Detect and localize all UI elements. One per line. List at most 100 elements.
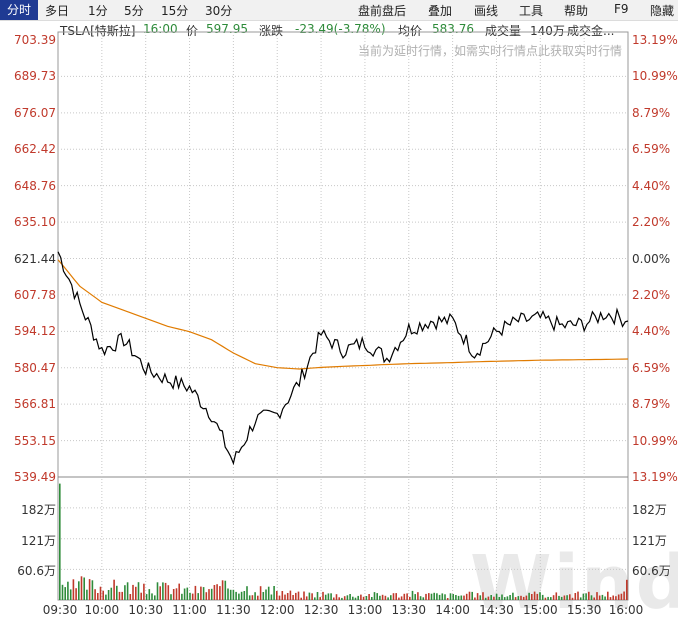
volume-bar: [227, 588, 229, 600]
volume-bar: [395, 593, 397, 600]
volume-bar: [145, 594, 148, 600]
volume-bar: [550, 597, 552, 600]
volume-bar: [238, 593, 240, 600]
tab-intraday[interactable]: 分时: [0, 0, 38, 20]
volume-bar: [300, 597, 302, 600]
overlay-button[interactable]: 叠加: [428, 4, 453, 18]
volume-bar: [333, 597, 335, 600]
quote-symbol: TSLA[特斯拉]: [60, 24, 136, 38]
volume-bar: [191, 593, 194, 600]
volume-bar: [381, 594, 384, 600]
volume-bar: [479, 595, 482, 600]
volume-bar: [487, 596, 490, 600]
volume-bar: [588, 591, 590, 600]
volume-bar: [409, 596, 411, 600]
volume-bar: [558, 595, 560, 600]
volume-bar: [609, 597, 612, 600]
volume-bar: [520, 595, 522, 600]
volume-bar: [210, 588, 213, 600]
time-tick-label: 10:00: [84, 603, 120, 617]
volume-tick-label: 60.6万: [17, 564, 56, 579]
volume-bar: [338, 597, 340, 600]
delay-notice[interactable]: 当前为延时行情，如需实时行情点此获取实时行情: [357, 44, 622, 58]
price-tick-label: 676.07: [14, 105, 56, 120]
volume-bar: [563, 595, 566, 600]
volume-bar: [428, 593, 430, 600]
volume-bar: [246, 586, 248, 600]
volume-bar: [295, 592, 297, 600]
volume-bar: [444, 594, 446, 600]
volume-bar: [463, 595, 465, 600]
price-tick-label: 539.49: [14, 470, 56, 484]
volume-bar: [387, 597, 389, 600]
volume-bar: [590, 595, 593, 600]
volume-bar: [455, 595, 457, 600]
volume-bar: [371, 597, 373, 600]
f9-button[interactable]: F9: [614, 2, 629, 16]
tab-15min[interactable]: 15分: [161, 4, 189, 18]
volume-bar: [292, 595, 294, 600]
hide-button[interactable]: 隐藏: [650, 4, 675, 18]
volume-bar: [552, 595, 555, 600]
volume-bar: [105, 594, 107, 600]
time-tick-label: 14:30: [479, 603, 514, 617]
tab-30min[interactable]: 30分: [205, 4, 233, 18]
volume-bar: [78, 581, 80, 600]
volume-bar: [202, 587, 205, 600]
volume-bar: [373, 592, 376, 600]
volume-bar: [172, 589, 175, 600]
volume-bar: [582, 593, 585, 600]
time-tick-label: 12:30: [303, 603, 339, 617]
volume-bar: [200, 586, 202, 600]
tools-button[interactable]: 工具: [519, 4, 544, 18]
volume-bar: [555, 592, 558, 600]
volume-bar: [571, 597, 574, 600]
volume-bar: [547, 596, 549, 600]
volume-bar: [61, 584, 64, 600]
volume-bar: [539, 592, 541, 600]
volume-bar: [224, 580, 227, 600]
tab-5min[interactable]: 5分: [124, 4, 144, 18]
volume-bar: [384, 595, 387, 600]
volume-bar: [189, 592, 191, 600]
volume-bar: [94, 589, 96, 600]
time-tick-label: 14:00: [435, 603, 470, 617]
volume-bar: [178, 583, 180, 600]
volume-bar: [430, 593, 433, 600]
volume-bar: [135, 586, 137, 600]
volume-bar: [615, 596, 617, 600]
volume-bar: [417, 592, 419, 600]
help-button[interactable]: 帮助: [564, 4, 589, 18]
volume-bar: [132, 584, 134, 600]
percent-tick-label: 6.59%: [632, 142, 671, 157]
volume-bar: [623, 591, 625, 600]
volume-bar: [398, 597, 400, 600]
volume-bar: [148, 589, 151, 600]
draw-line-button[interactable]: 画线: [474, 4, 499, 18]
premarket-afterhours-button[interactable]: 盘前盘后: [358, 4, 407, 18]
volume-bar: [517, 596, 520, 600]
volume-bar: [525, 595, 528, 600]
volume-bar: [118, 591, 121, 600]
volume-bar: [352, 596, 354, 600]
volume-tick-label: 182万: [632, 502, 667, 517]
volume-bar: [607, 591, 609, 600]
volume-bar: [72, 579, 75, 600]
volume-bar: [322, 591, 324, 600]
volume-bar: [522, 596, 525, 600]
wind-watermark: Wind: [470, 540, 678, 626]
percent-tick-label: 2.20%: [632, 287, 671, 302]
volume-tick-label: 182万: [21, 502, 56, 517]
time-tick-label: 15:30: [566, 603, 602, 617]
volume-bar: [143, 583, 145, 600]
volume-bar: [360, 594, 362, 600]
time-tick-label: 12:00: [259, 603, 295, 617]
tab-1min[interactable]: 1分: [88, 4, 108, 18]
volume-bar: [319, 597, 321, 600]
tab-multi-day[interactable]: 多日: [45, 4, 70, 18]
quote-price-label: 价: [186, 24, 199, 38]
volume-bar: [167, 585, 170, 600]
volume-bar: [474, 597, 476, 600]
volume-bar: [129, 594, 132, 600]
